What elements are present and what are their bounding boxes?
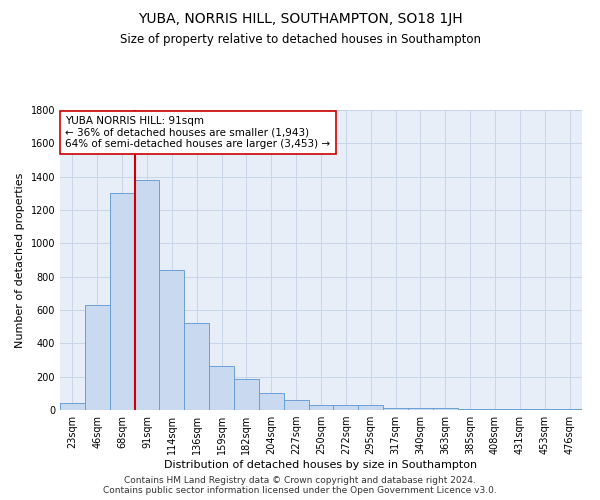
- Bar: [532, 409, 557, 410]
- Bar: [110, 194, 134, 410]
- Bar: [458, 409, 482, 410]
- Bar: [160, 270, 184, 410]
- Bar: [85, 305, 110, 410]
- Text: Size of property relative to detached houses in Southampton: Size of property relative to detached ho…: [119, 32, 481, 46]
- Bar: [184, 322, 209, 410]
- Bar: [408, 408, 433, 410]
- Bar: [284, 400, 308, 410]
- Text: Contains HM Land Registry data © Crown copyright and database right 2024.
Contai: Contains HM Land Registry data © Crown c…: [103, 476, 497, 495]
- Bar: [334, 405, 358, 410]
- Text: YUBA NORRIS HILL: 91sqm
← 36% of detached houses are smaller (1,943)
64% of semi: YUBA NORRIS HILL: 91sqm ← 36% of detache…: [65, 116, 331, 149]
- Bar: [134, 180, 160, 410]
- Bar: [209, 366, 234, 410]
- Bar: [508, 409, 532, 410]
- X-axis label: Distribution of detached houses by size in Southampton: Distribution of detached houses by size …: [164, 460, 478, 470]
- Bar: [358, 405, 383, 410]
- Bar: [234, 379, 259, 410]
- Bar: [557, 409, 582, 410]
- Text: YUBA, NORRIS HILL, SOUTHAMPTON, SO18 1JH: YUBA, NORRIS HILL, SOUTHAMPTON, SO18 1JH: [137, 12, 463, 26]
- Y-axis label: Number of detached properties: Number of detached properties: [15, 172, 25, 348]
- Bar: [433, 408, 458, 410]
- Bar: [259, 394, 284, 410]
- Bar: [383, 408, 408, 410]
- Bar: [482, 409, 508, 410]
- Bar: [308, 405, 334, 410]
- Bar: [60, 404, 85, 410]
